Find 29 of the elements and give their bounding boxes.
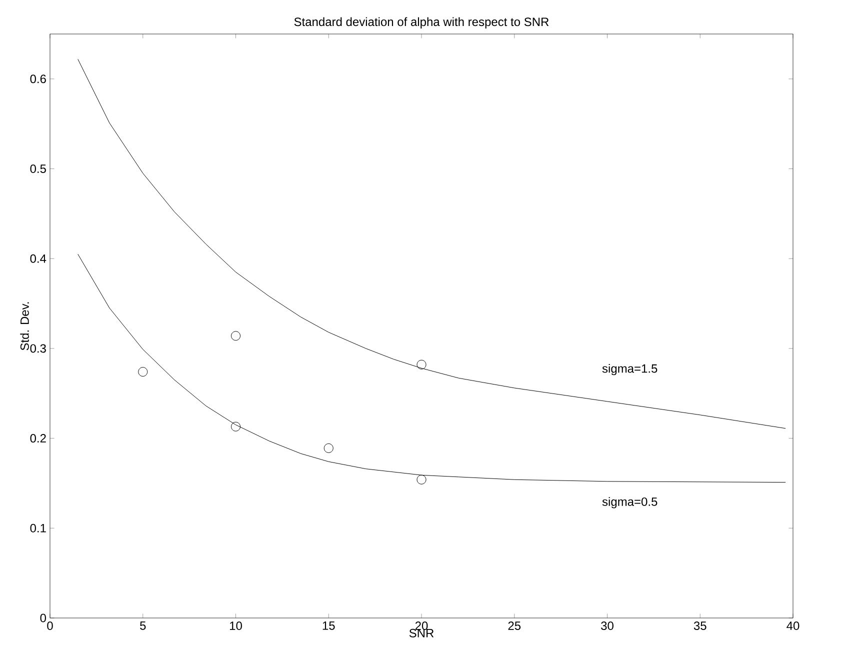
line-series	[78, 58, 786, 429]
x-tick-label: 35	[694, 622, 706, 630]
y-tick-label: 0.1	[30, 524, 46, 532]
y-tick-label: 0.3	[30, 344, 46, 353]
y-tick-label: 0.4	[30, 254, 46, 263]
x-tick-label: 30	[601, 622, 614, 630]
x-tick-label: 25	[508, 622, 521, 630]
x-tick-label: 15	[322, 622, 335, 630]
y-axis-title: Std. Dev.	[20, 302, 29, 350]
y-tick-label: 0.6	[30, 74, 46, 84]
point	[416, 360, 426, 370]
x-tick-label: 40	[786, 622, 800, 630]
y-tick-label: 0.2	[30, 434, 46, 443]
x-tick-label: 20	[415, 622, 428, 630]
x-axis-title: SNR	[409, 628, 434, 638]
x-tick-label: 0	[47, 622, 53, 630]
text: sigma=1.5	[602, 364, 658, 376]
point	[324, 443, 334, 453]
line-series	[78, 254, 786, 483]
point	[138, 367, 148, 377]
x-tick-label: 10	[230, 622, 242, 630]
series-label: sigma=0.5	[602, 497, 658, 508]
y-tick-label: 0.5	[30, 164, 46, 174]
x-tick-label: 5	[140, 622, 146, 630]
point	[416, 474, 426, 484]
chart-title: Standard deviation of alpha with respect to SNR	[294, 17, 549, 28]
point	[231, 331, 241, 341]
point	[231, 422, 241, 432]
y-tick-label: 0	[40, 614, 46, 622]
